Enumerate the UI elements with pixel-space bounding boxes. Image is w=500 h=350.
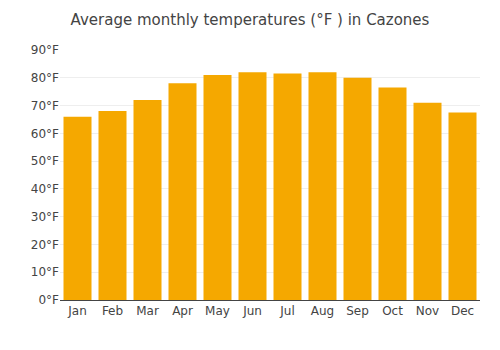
svg-text:Jun: Jun [242,304,262,318]
svg-text:Apr: Apr [172,304,193,318]
svg-text:Dec: Dec [451,304,474,318]
svg-text:Sep: Sep [346,304,369,318]
svg-text:Average monthly temperatures (: Average monthly temperatures (°F ) in Ca… [71,11,430,29]
svg-text:70°F: 70°F [31,99,59,113]
svg-text:30°F: 30°F [31,210,59,224]
svg-text:Aug: Aug [311,304,334,318]
svg-text:Oct: Oct [382,304,403,318]
svg-text:10°F: 10°F [31,265,59,279]
svg-text:90°F: 90°F [31,43,59,57]
svg-text:80°F: 80°F [31,71,59,85]
svg-text:Nov: Nov [416,304,439,318]
svg-text:60°F: 60°F [31,127,59,141]
svg-text:40°F: 40°F [31,182,59,196]
svg-text:Feb: Feb [102,304,123,318]
svg-text:50°F: 50°F [31,154,59,168]
svg-text:Mar: Mar [136,304,159,318]
svg-text:0°F: 0°F [38,293,59,307]
svg-text:May: May [205,304,230,318]
svg-text:20°F: 20°F [31,238,59,252]
svg-text:Jul: Jul [279,304,294,318]
svg-text:Jan: Jan [67,304,87,318]
